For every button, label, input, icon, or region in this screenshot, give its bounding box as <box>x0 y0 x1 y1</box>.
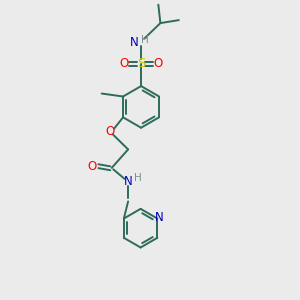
Text: N: N <box>124 175 133 188</box>
Text: H: H <box>141 35 148 45</box>
Text: O: O <box>119 57 128 70</box>
Text: O: O <box>105 125 115 138</box>
Text: N: N <box>130 36 139 49</box>
Text: H: H <box>134 172 142 183</box>
Text: S: S <box>137 57 145 70</box>
Text: N: N <box>155 211 164 224</box>
Text: O: O <box>154 57 163 70</box>
Text: O: O <box>87 160 96 172</box>
